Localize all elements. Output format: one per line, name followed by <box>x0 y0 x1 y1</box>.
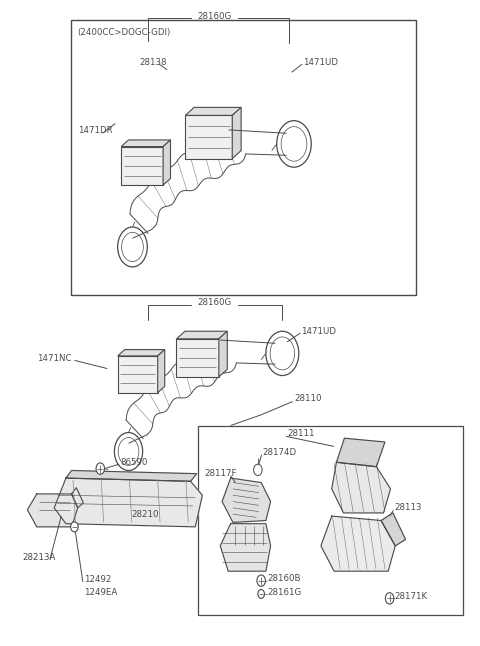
Text: 28110: 28110 <box>294 394 322 403</box>
Text: 28161G: 28161G <box>267 589 301 597</box>
Text: 28210: 28210 <box>132 510 159 519</box>
Polygon shape <box>220 524 271 571</box>
Polygon shape <box>121 140 170 147</box>
Text: 28160G: 28160G <box>197 12 231 21</box>
Polygon shape <box>332 463 391 513</box>
Polygon shape <box>185 116 232 158</box>
Polygon shape <box>66 470 197 481</box>
Polygon shape <box>118 349 165 356</box>
Bar <box>71 21 416 295</box>
Circle shape <box>258 590 264 598</box>
Text: 28113: 28113 <box>394 503 422 512</box>
Text: 28174D: 28174D <box>263 448 297 457</box>
Polygon shape <box>381 513 406 546</box>
Text: 28111: 28111 <box>287 430 314 438</box>
Polygon shape <box>157 349 165 393</box>
Text: 1249EA: 1249EA <box>84 588 117 596</box>
Polygon shape <box>72 488 84 508</box>
Polygon shape <box>27 494 78 527</box>
Text: 28213A: 28213A <box>23 553 56 562</box>
Polygon shape <box>222 478 271 523</box>
Circle shape <box>96 463 105 474</box>
Text: 1471DR: 1471DR <box>78 126 112 135</box>
Text: 12492: 12492 <box>84 575 111 584</box>
Polygon shape <box>163 140 170 185</box>
Text: 86590: 86590 <box>120 458 147 467</box>
Polygon shape <box>177 331 228 339</box>
Circle shape <box>257 575 265 587</box>
Polygon shape <box>219 331 228 377</box>
Text: 1471UD: 1471UD <box>301 327 336 336</box>
Circle shape <box>385 592 394 604</box>
Circle shape <box>71 522 78 532</box>
Polygon shape <box>54 478 203 527</box>
Text: 1471NC: 1471NC <box>37 354 72 363</box>
Polygon shape <box>177 339 219 377</box>
Text: 28160B: 28160B <box>267 574 301 583</box>
Text: (2400CC>DOGC-GDI): (2400CC>DOGC-GDI) <box>78 28 171 37</box>
Polygon shape <box>321 516 395 571</box>
Bar <box>198 426 463 616</box>
Polygon shape <box>121 147 163 185</box>
Polygon shape <box>336 438 385 466</box>
Text: 1471UD: 1471UD <box>303 57 338 67</box>
Text: 28171K: 28171K <box>394 592 427 601</box>
Polygon shape <box>232 107 241 158</box>
Polygon shape <box>185 107 241 116</box>
Text: 28160G: 28160G <box>197 298 231 307</box>
Polygon shape <box>118 356 157 393</box>
Text: 28117F: 28117F <box>204 468 237 477</box>
Circle shape <box>253 464 262 475</box>
Text: 28138: 28138 <box>139 58 167 67</box>
